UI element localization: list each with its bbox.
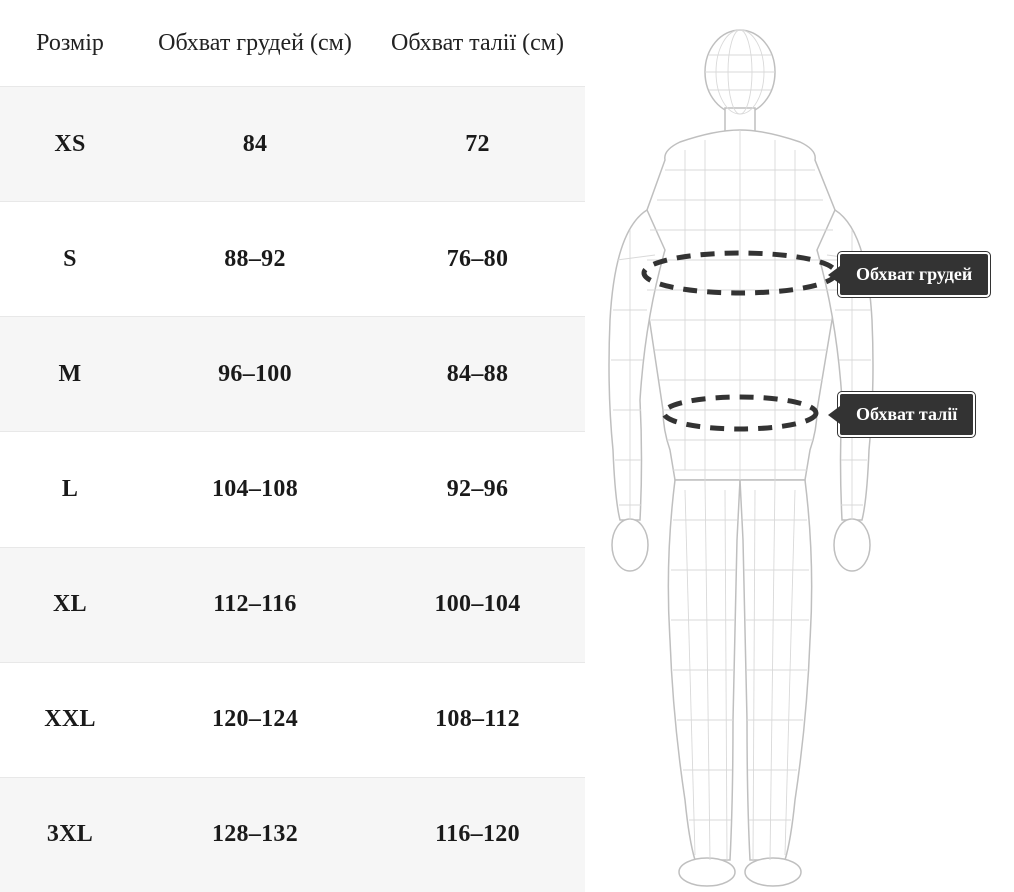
body-figure: Обхват грудей Обхват талії bbox=[585, 0, 1014, 892]
size-table: Розмір Обхват грудей (см) Обхват талії (… bbox=[0, 0, 585, 892]
body-wireframe-icon bbox=[585, 0, 1014, 892]
cell-size: L bbox=[0, 476, 140, 503]
cell-waist: 108–112 bbox=[370, 706, 585, 733]
cell-waist: 84–88 bbox=[370, 361, 585, 388]
cell-waist: 116–120 bbox=[370, 821, 585, 848]
table-row: XXL 120–124 108–112 bbox=[0, 662, 585, 777]
cell-waist: 100–104 bbox=[370, 591, 585, 618]
cell-chest: 120–124 bbox=[140, 706, 370, 733]
table-row: M 96–100 84–88 bbox=[0, 316, 585, 431]
cell-chest: 88–92 bbox=[140, 246, 370, 273]
cell-chest: 112–116 bbox=[140, 591, 370, 618]
table-row: L 104–108 92–96 bbox=[0, 431, 585, 546]
cell-chest: 96–100 bbox=[140, 361, 370, 388]
cell-chest: 84 bbox=[140, 131, 370, 158]
table-header-row: Розмір Обхват грудей (см) Обхват талії (… bbox=[0, 0, 585, 86]
cell-waist: 72 bbox=[370, 131, 585, 158]
table-row: XS 84 72 bbox=[0, 86, 585, 201]
cell-size: XL bbox=[0, 591, 140, 618]
table-row: 3XL 128–132 116–120 bbox=[0, 777, 585, 892]
cell-size: XS bbox=[0, 131, 140, 158]
table-row: XL 112–116 100–104 bbox=[0, 547, 585, 662]
cell-size: M bbox=[0, 361, 140, 388]
col-header-waist: Обхват талії (см) bbox=[370, 28, 585, 58]
table-body: XS 84 72 S 88–92 76–80 M 96–100 84–88 L … bbox=[0, 86, 585, 892]
cell-chest: 104–108 bbox=[140, 476, 370, 503]
table-row: S 88–92 76–80 bbox=[0, 201, 585, 316]
cell-size: XXL bbox=[0, 706, 140, 733]
col-header-chest: Обхват грудей (см) bbox=[140, 28, 370, 58]
callout-waist: Обхват талії bbox=[838, 392, 975, 437]
cell-chest: 128–132 bbox=[140, 821, 370, 848]
col-header-size: Розмір bbox=[0, 28, 140, 58]
cell-waist: 92–96 bbox=[370, 476, 585, 503]
callout-chest: Обхват грудей bbox=[838, 252, 990, 297]
cell-waist: 76–80 bbox=[370, 246, 585, 273]
cell-size: S bbox=[0, 246, 140, 273]
cell-size: 3XL bbox=[0, 821, 140, 848]
